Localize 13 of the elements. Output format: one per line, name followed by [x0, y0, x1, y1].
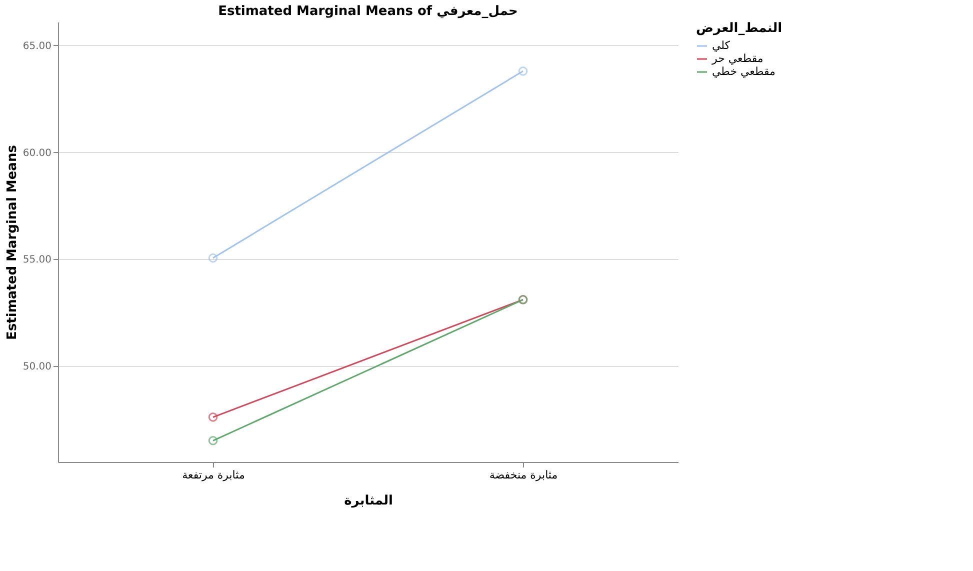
y-tick-label: 65.00 — [22, 40, 52, 52]
legend-label: مقطعي خطي — [712, 65, 776, 78]
y-tick-label: 55.00 — [22, 254, 52, 266]
legend-title: النمط_العرض — [696, 21, 782, 36]
y-axis-title: Estimated Marginal Means — [4, 144, 20, 340]
x-tick-label: مثابرة مرتفعة — [182, 468, 245, 482]
y-tick-label: 60.00 — [22, 148, 52, 159]
x-axis-title: المثابرة — [344, 494, 393, 508]
legend-label: مقطعي حر — [711, 52, 764, 65]
chart-title: Estimated Marginal Means of حمل_معرفي — [218, 4, 518, 19]
y-tick-label: 50.00 — [22, 361, 52, 372]
legend-label: كلي — [712, 39, 731, 52]
x-tick-label: مثابرة منخفضة — [489, 468, 558, 482]
